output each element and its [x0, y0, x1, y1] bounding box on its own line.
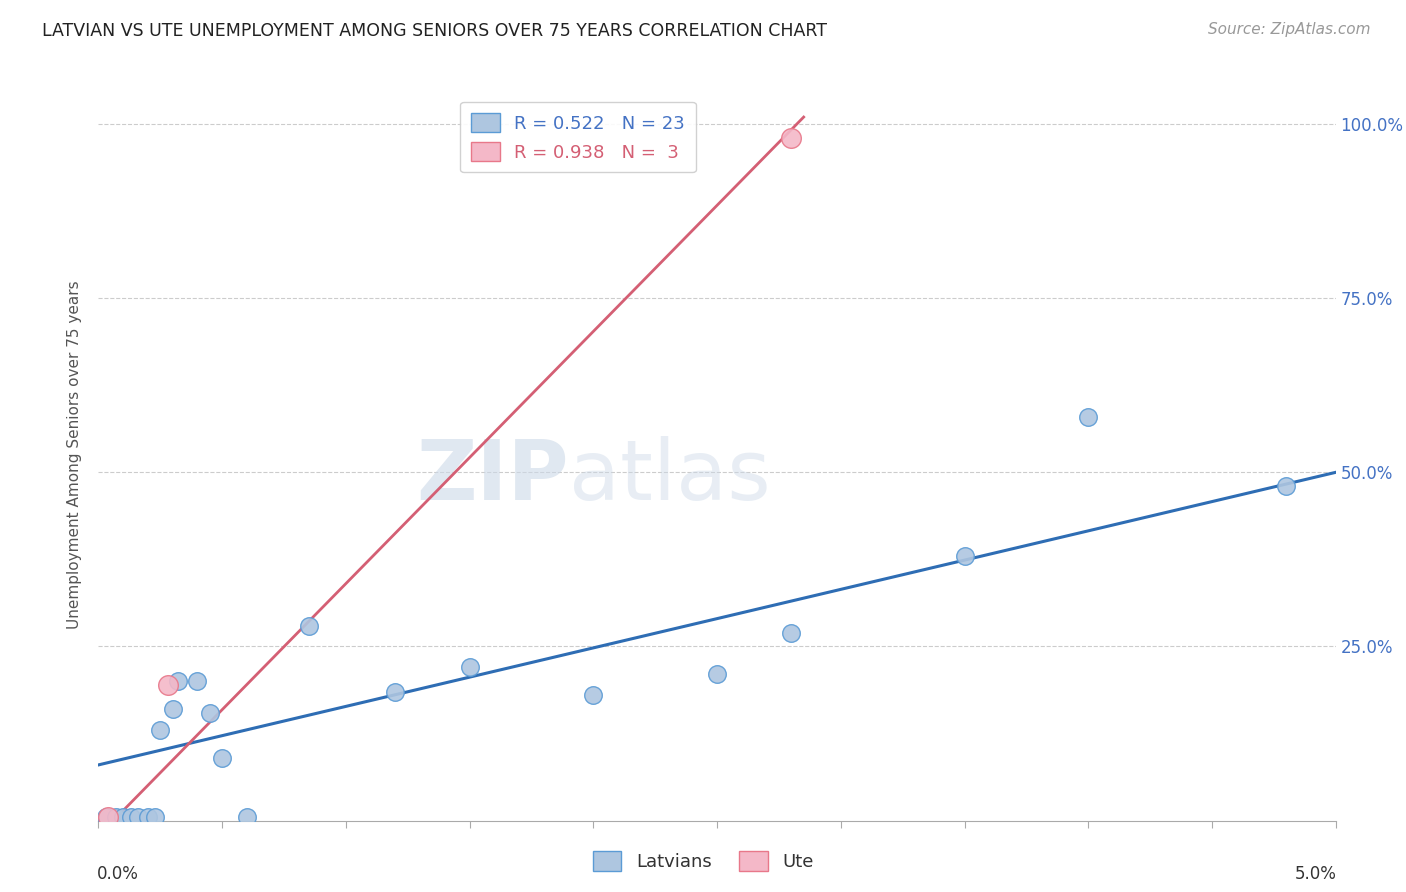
Y-axis label: Unemployment Among Seniors over 75 years: Unemployment Among Seniors over 75 years	[67, 281, 83, 629]
Point	[166, 674, 188, 689]
Point	[953, 549, 976, 563]
Point	[127, 810, 149, 824]
Text: 0.0%: 0.0%	[97, 864, 139, 882]
Point	[162, 702, 184, 716]
Point	[136, 810, 159, 824]
Text: atlas: atlas	[568, 436, 770, 517]
Point	[198, 706, 221, 720]
Point	[156, 678, 179, 692]
Point	[298, 618, 321, 632]
Legend: Latvians, Ute: Latvians, Ute	[585, 844, 821, 879]
Point	[780, 625, 803, 640]
Point	[384, 685, 406, 699]
Point	[1275, 479, 1298, 493]
Point	[94, 810, 117, 824]
Text: 5.0%: 5.0%	[1295, 864, 1337, 882]
Text: LATVIAN VS UTE UNEMPLOYMENT AMONG SENIORS OVER 75 YEARS CORRELATION CHART: LATVIAN VS UTE UNEMPLOYMENT AMONG SENIOR…	[42, 22, 827, 40]
Point	[143, 810, 166, 824]
Point	[780, 131, 803, 145]
Point	[149, 723, 172, 737]
Point	[112, 810, 135, 824]
Point	[1077, 409, 1099, 424]
Point	[211, 751, 233, 765]
Point	[458, 660, 481, 674]
Point	[104, 810, 127, 824]
Point	[120, 810, 142, 824]
Text: ZIP: ZIP	[416, 436, 568, 517]
Point	[97, 810, 120, 824]
Point	[186, 674, 208, 689]
Text: Source: ZipAtlas.com: Source: ZipAtlas.com	[1208, 22, 1371, 37]
Point	[236, 810, 259, 824]
Legend: R = 0.522   N = 23, R = 0.938   N =  3: R = 0.522 N = 23, R = 0.938 N = 3	[460, 102, 696, 172]
Point	[706, 667, 728, 681]
Point	[582, 688, 605, 702]
